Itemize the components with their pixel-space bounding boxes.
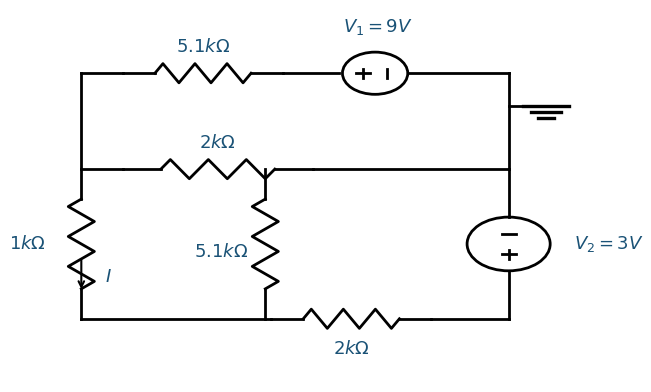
Text: $V_1 = 9V$: $V_1 = 9V$ <box>343 17 413 37</box>
Text: $5.1k\Omega$: $5.1k\Omega$ <box>176 38 230 56</box>
Text: $2k\Omega$: $2k\Omega$ <box>333 340 370 358</box>
Text: $V_2 = 3V$: $V_2 = 3V$ <box>574 234 643 254</box>
Text: $I$: $I$ <box>105 268 112 285</box>
Text: $1k\Omega$: $1k\Omega$ <box>10 235 46 253</box>
Text: $5.1k\Omega$: $5.1k\Omega$ <box>194 243 248 261</box>
Text: $2k\Omega$: $2k\Omega$ <box>199 134 236 152</box>
